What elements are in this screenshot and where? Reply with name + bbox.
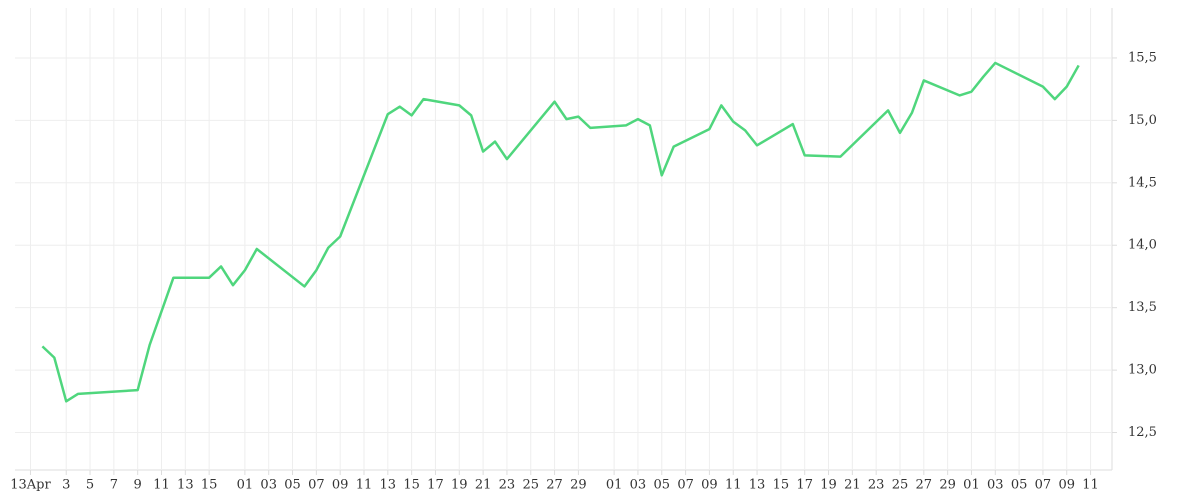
y-tick-label: 13,0: [1128, 363, 1157, 378]
x-tick-label: 03: [987, 478, 1004, 493]
x-tick-label: 29: [570, 478, 587, 493]
x-tick-label: 9: [134, 478, 142, 493]
x-tick-label: 7: [110, 478, 118, 493]
x-tick-label: 11: [725, 478, 742, 493]
x-tick-label: 03: [630, 478, 647, 493]
y-tick-label: 12,5: [1128, 425, 1157, 440]
x-tick-label: 27: [916, 478, 933, 493]
x-tick-label: 25: [892, 478, 909, 493]
y-tick-label: 15,5: [1128, 50, 1157, 65]
x-tick-label: 13: [177, 478, 194, 493]
x-tick-label: 15: [773, 478, 790, 493]
x-tick-label: 05: [653, 478, 670, 493]
x-tick-label: 11: [153, 478, 170, 493]
x-tick-label: 13: [380, 478, 397, 493]
x-tick-label: 09: [332, 478, 349, 493]
x-tick-label: 17: [796, 478, 813, 493]
x-tick-label: 19: [820, 478, 837, 493]
x-tick-label: 05: [1011, 478, 1028, 493]
y-tick-label: 14,5: [1128, 175, 1157, 190]
x-tick-label: 3: [62, 478, 70, 493]
x-tick-label: 09: [1058, 478, 1075, 493]
y-tick-label: 14,0: [1128, 238, 1157, 253]
y-tick-label: 13,5: [1128, 300, 1157, 315]
x-tick-label: 27: [546, 478, 563, 493]
x-tick-label: 21: [475, 478, 492, 493]
x-tick-label: 15: [201, 478, 218, 493]
x-tick-label: 01: [606, 478, 623, 493]
x-tick-label: 23: [868, 478, 885, 493]
x-tick-label: 11: [356, 478, 373, 493]
x-tick-label: 13: [749, 478, 766, 493]
x-tick-label: 29: [939, 478, 956, 493]
x-tick-label: 01: [237, 478, 254, 493]
x-tick-label: 05: [284, 478, 301, 493]
x-tick-label: 25: [522, 478, 539, 493]
x-tick-label: 03: [260, 478, 277, 493]
price-line: [41, 61, 1080, 403]
x-tick-label: 23: [499, 478, 516, 493]
x-tick-label: 07: [677, 478, 694, 493]
x-tick-label: 19: [451, 478, 468, 493]
x-tick-label: 5: [86, 478, 94, 493]
x-tick-label: 17: [427, 478, 444, 493]
x-tick-label: 15: [403, 478, 420, 493]
x-tick-label: 09: [701, 478, 718, 493]
x-tick-label: 21: [844, 478, 861, 493]
y-tick-label: 15,0: [1128, 113, 1157, 128]
x-tick-label: 11: [1082, 478, 1099, 493]
x-tick-label: 07: [1035, 478, 1052, 493]
x-tick-label: 01: [963, 478, 980, 493]
x-tick-label: 13Apr: [10, 478, 51, 493]
x-tick-label: 07: [308, 478, 325, 493]
